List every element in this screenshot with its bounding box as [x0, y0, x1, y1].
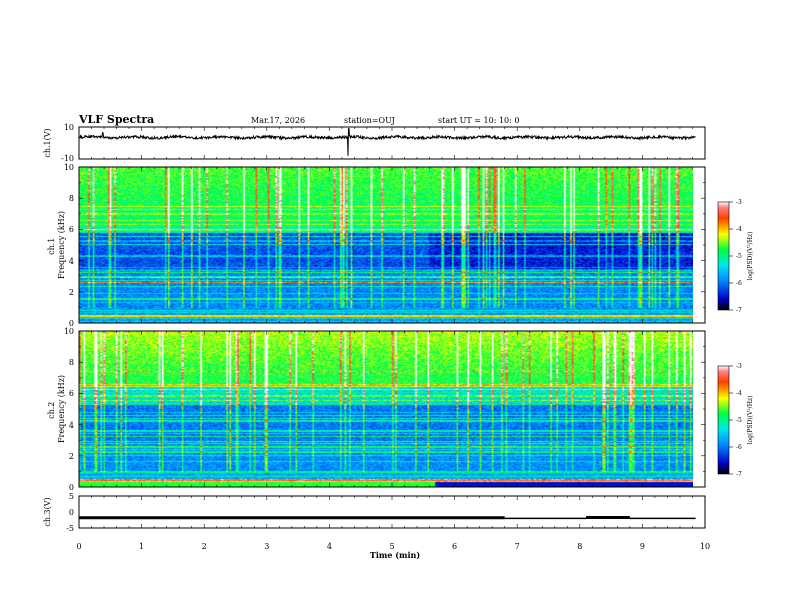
- ch1-cb-tick-m3: -3: [736, 199, 742, 206]
- ch1-freq-tick-4: 4: [69, 257, 74, 266]
- ch2-cb-tick-m5: -5: [736, 417, 742, 424]
- ch2-colorbar: [717, 365, 730, 475]
- ch3-waveform-panel: 5 0 -5 ch.3(V): [43, 492, 706, 533]
- ch3-ytick-mid: 0: [69, 508, 74, 517]
- ch1-freq-tick-2: 2: [69, 288, 74, 297]
- ch2-spectrogram-ticks: [78, 330, 706, 488]
- ch2-cb-tick-m6: -6: [736, 444, 742, 451]
- time-tick-label-7: 7: [515, 542, 520, 551]
- ch1-waveform-frame: [78, 126, 706, 160]
- ch2-freq-tick-8: 8: [69, 358, 74, 367]
- time-tick-label-2: 2: [202, 542, 207, 551]
- header-station: station=OUJ: [344, 116, 395, 125]
- ch3-ytick-top: 5: [69, 492, 74, 501]
- time-axis-label: Time (min): [370, 550, 420, 560]
- ch1-cb-tick-m4: -4: [736, 226, 742, 233]
- ch1-ylabel-line2: Frequency (kHz): [57, 211, 66, 279]
- ch2-spectrogram-panel: 0 2 4 6 8 10 ch.2 Frequency (kHz) -3 -4 …: [47, 327, 754, 492]
- ch1-spectrogram-panel: 0 2 4 6 8 10 ch.1 Frequency (kHz) -3 -4 …: [47, 163, 754, 328]
- ch3-waveform-ylabel: ch.3(V): [43, 497, 52, 526]
- ch1-spectrogram-image: [79, 167, 693, 323]
- time-tick-label-1: 1: [139, 542, 144, 551]
- ch2-spectrogram-ylabel: ch.2 Frequency (kHz): [47, 375, 66, 443]
- ch1-cb-tick-m5: -5: [736, 253, 742, 260]
- ch1-colorbar-ticks: [729, 201, 733, 311]
- time-tick-label-10: 10: [700, 542, 710, 551]
- ch1-cb-tick-m7: -7: [736, 307, 742, 314]
- ch1-ytick-top: 10: [64, 123, 74, 132]
- time-tick-label-5: 5: [389, 542, 394, 551]
- ch1-spectrogram-ylabel: ch.1 Frequency (kHz): [47, 211, 66, 279]
- ch2-ylabel-line2: Frequency (kHz): [57, 375, 66, 443]
- ch2-freq-tick-0: 0: [69, 483, 74, 492]
- ch1-colorbar-label: log(PSD)(V²/Hz): [747, 232, 754, 281]
- time-tick-label-3: 3: [264, 542, 269, 551]
- header-date: Mar.17, 2026: [251, 116, 305, 125]
- ch2-cb-tick-m3: -3: [736, 363, 742, 370]
- time-tick-label-8: 8: [577, 542, 582, 551]
- ch1-cb-tick-m6: -6: [736, 280, 742, 287]
- ch2-freq-tick-4: 4: [69, 421, 74, 430]
- ch2-freq-tick-2: 2: [69, 452, 74, 461]
- ch2-colorbar-label: log(PSD)(V²/Hz): [747, 396, 754, 445]
- ch2-cb-tick-m7: -7: [736, 471, 742, 478]
- ch2-spectrogram-image: [79, 331, 693, 487]
- header-start-time: start UT = 10: 10: 0: [438, 116, 519, 125]
- ch1-ylabel-line1: ch.1: [47, 238, 56, 255]
- ch3-waveform-segments: [79, 515, 696, 520]
- ch2-colorbar-ticks: [729, 365, 733, 475]
- time-tick-label-0: 0: [76, 542, 81, 551]
- ch1-waveform-ticks: [78, 127, 706, 159]
- figure-title: VLF Spectra: [78, 113, 154, 126]
- time-tick-label-4: 4: [327, 542, 332, 551]
- ch3-ytick-bottom: -5: [66, 524, 74, 533]
- ch1-freq-tick-6: 6: [69, 225, 74, 234]
- ch1-waveform-line: [78, 128, 696, 156]
- ch2-freq-tick-6: 6: [69, 389, 74, 398]
- ch2-freq-tick-10: 10: [64, 327, 74, 336]
- time-axis-tick-labels: 0 1 2 3 4 5 6 7 8 9 10: [76, 542, 710, 551]
- ch3-waveform-frame: [78, 495, 706, 529]
- ch1-ytick-bottom: -10: [61, 154, 74, 163]
- ch3-waveform-ticks: [78, 496, 706, 528]
- ch2-cb-tick-m4: -4: [736, 390, 742, 397]
- ch1-spectrogram-ticks: [78, 166, 706, 324]
- time-tick-label-6: 6: [452, 542, 457, 551]
- time-tick-label-9: 9: [640, 542, 645, 551]
- ch1-freq-tick-10: 10: [64, 163, 74, 172]
- ch1-freq-tick-8: 8: [69, 194, 74, 203]
- ch1-colorbar: [717, 201, 730, 311]
- ch2-ylabel-line1: ch.2: [47, 402, 56, 419]
- ch1-waveform-panel: 10 -10 ch.1(V): [43, 123, 706, 163]
- ch1-waveform-ylabel: ch.1(V): [43, 128, 52, 157]
- ch1-freq-tick-0: 0: [69, 319, 74, 328]
